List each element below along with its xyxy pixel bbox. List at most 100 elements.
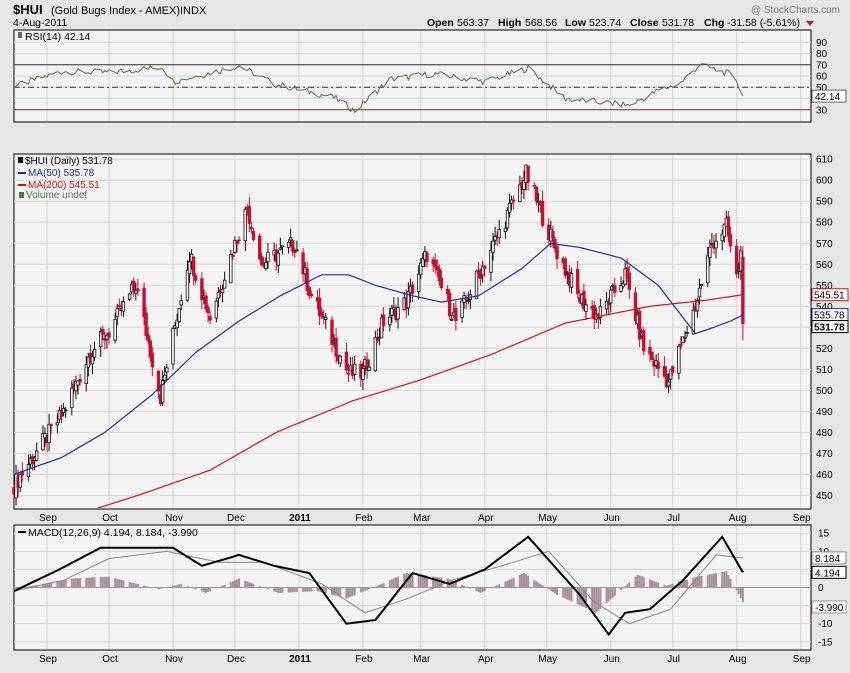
price-x-tick-label: Apr bbox=[478, 513, 494, 524]
price-y-tick-label: 460 bbox=[816, 470, 833, 481]
ma50-legend-text: MA(50) 535.78 bbox=[28, 168, 95, 179]
macd-x-tick-label: Jun bbox=[604, 654, 620, 665]
price-y-tick-label: 500 bbox=[816, 386, 833, 397]
ma200-legend-text: MA(200) 545.51 bbox=[28, 180, 100, 191]
price-x-tick-label: Aug bbox=[729, 513, 747, 524]
candle-body bbox=[206, 307, 210, 314]
chg-label: Chg bbox=[704, 17, 724, 29]
macd-x-tick-label: Feb bbox=[355, 654, 373, 665]
candle-body bbox=[606, 302, 611, 306]
macd-histogram-bar bbox=[605, 587, 608, 604]
macd-histogram-bar bbox=[737, 587, 740, 595]
candle-body bbox=[156, 370, 161, 392]
macd-value-tag bbox=[811, 565, 847, 579]
macd-histogram-bar bbox=[494, 586, 497, 588]
macd-histogram-bar bbox=[479, 587, 482, 593]
macd-histogram-bar bbox=[655, 581, 658, 588]
candle-body bbox=[35, 450, 39, 461]
price-x-tick-label: Sep bbox=[793, 513, 811, 524]
macd-histogram-bar bbox=[74, 578, 77, 588]
macd-histogram-bar bbox=[419, 574, 422, 588]
candle-body bbox=[229, 253, 233, 284]
candle-body bbox=[507, 202, 512, 213]
price-x-tick-label: 2011 bbox=[289, 513, 311, 524]
macd-histogram-bar bbox=[293, 587, 296, 593]
macd-histogram-bar bbox=[192, 587, 195, 589]
macd-x-tick-label: Dec bbox=[227, 654, 245, 665]
candle-body bbox=[237, 239, 241, 242]
close-label: Close bbox=[630, 17, 659, 29]
macd-histogram-bar bbox=[250, 583, 253, 588]
macd-histogram-bar bbox=[642, 577, 645, 588]
candle-body bbox=[706, 255, 710, 284]
macd-histogram-bar bbox=[116, 578, 119, 588]
macd-histogram-bar bbox=[149, 587, 152, 588]
volume-legend-swatch bbox=[19, 192, 24, 198]
macd-histogram-bar bbox=[266, 587, 269, 590]
macd-histogram-bar bbox=[56, 581, 59, 588]
candle-body bbox=[375, 337, 380, 341]
macd-histogram-bar bbox=[174, 585, 177, 588]
candle-body bbox=[648, 346, 652, 355]
macd-histogram-bar bbox=[739, 587, 742, 599]
candle-body bbox=[708, 246, 712, 258]
candle-body bbox=[666, 381, 671, 387]
candle-body bbox=[534, 186, 539, 202]
candle-body bbox=[526, 165, 530, 183]
candle-body bbox=[474, 270, 479, 300]
close-value: 531.78 bbox=[662, 17, 694, 29]
candle-body bbox=[330, 319, 334, 345]
open-value: 563.37 bbox=[457, 17, 489, 29]
candle-body bbox=[47, 423, 51, 444]
macd-histogram-bar bbox=[366, 587, 369, 590]
candle-body bbox=[555, 246, 559, 260]
macd-histogram-bar bbox=[653, 581, 656, 588]
candle-body bbox=[247, 205, 252, 224]
macd-histogram-bar bbox=[50, 582, 53, 588]
macd-histogram-bar bbox=[258, 586, 261, 588]
candle-body bbox=[483, 265, 487, 269]
macd-histogram-bar bbox=[698, 576, 701, 588]
macd-histogram-bar bbox=[533, 579, 536, 588]
macd-histogram-bar bbox=[244, 580, 247, 588]
volume-legend-text: Volume undef bbox=[26, 190, 87, 201]
candle-body bbox=[136, 288, 140, 292]
candle-body bbox=[722, 223, 726, 238]
candle-body bbox=[266, 251, 270, 263]
candle-body bbox=[662, 366, 667, 377]
candle-body bbox=[497, 229, 501, 239]
candle-body bbox=[160, 380, 165, 403]
price-x-tick-label: Sep bbox=[39, 513, 57, 524]
macd-histogram-bar bbox=[347, 587, 350, 598]
macd-histogram-bar bbox=[351, 587, 354, 596]
macd-histogram-bar bbox=[337, 587, 340, 597]
macd-histogram-bar bbox=[252, 583, 255, 588]
macd-histogram-bar bbox=[467, 587, 470, 588]
macd-histogram-bar bbox=[308, 587, 311, 592]
macd-histogram-bar bbox=[628, 582, 631, 588]
macd-histogram-bar bbox=[322, 587, 325, 593]
candle-body bbox=[171, 327, 175, 365]
macd-histogram-bar bbox=[512, 577, 515, 588]
macd-histogram-bar bbox=[147, 586, 150, 588]
price-y-tick-label: 590 bbox=[816, 197, 833, 208]
macd-histogram-bar bbox=[128, 581, 131, 588]
candle-body bbox=[445, 288, 450, 295]
candle-body bbox=[305, 268, 309, 292]
candle-body bbox=[63, 409, 68, 412]
candle-body bbox=[388, 316, 392, 326]
candle-body bbox=[650, 351, 654, 361]
macd-histogram-bar bbox=[70, 578, 73, 588]
macd-histogram-bar bbox=[392, 578, 395, 588]
price-y-tick-label: 580 bbox=[816, 218, 833, 229]
candle-body bbox=[536, 201, 541, 204]
macd-histogram-bar bbox=[710, 573, 713, 588]
candle-body bbox=[146, 334, 150, 342]
macd-histogram-bar bbox=[27, 586, 30, 588]
candle-body bbox=[509, 199, 514, 204]
price-y-tick-label: 480 bbox=[816, 428, 833, 439]
macd-histogram-bar bbox=[411, 573, 414, 588]
macd-histogram-bar bbox=[409, 573, 412, 588]
candle-body bbox=[518, 184, 522, 202]
